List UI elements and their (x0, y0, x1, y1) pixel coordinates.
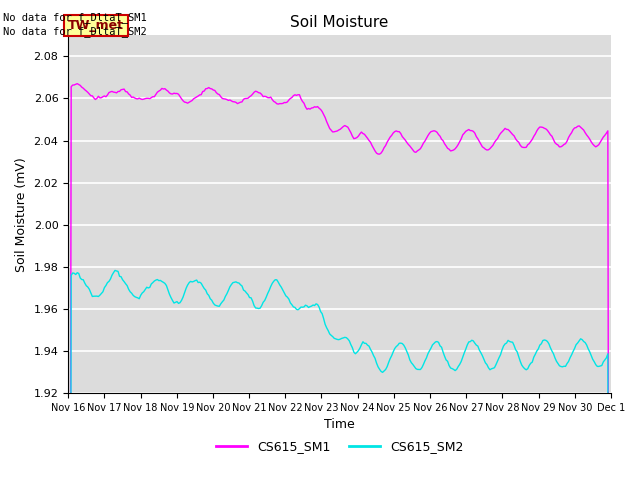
Legend: CS615_SM1, CS615_SM2: CS615_SM1, CS615_SM2 (211, 435, 468, 458)
Text: No data for f_DltaT_SM1: No data for f_DltaT_SM1 (3, 12, 147, 23)
Title: Soil Moisture: Soil Moisture (291, 15, 388, 30)
Y-axis label: Soil Moisture (mV): Soil Moisture (mV) (15, 157, 28, 272)
Text: No data for f_DltaT_SM2: No data for f_DltaT_SM2 (3, 26, 147, 37)
Text: TW_met: TW_met (68, 19, 124, 32)
X-axis label: Time: Time (324, 419, 355, 432)
